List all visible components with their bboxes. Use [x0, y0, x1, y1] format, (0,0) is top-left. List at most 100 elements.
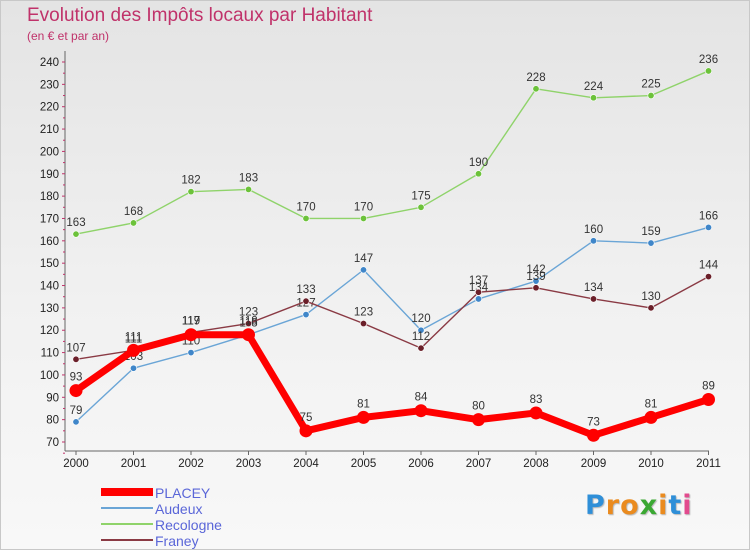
y-tick-label: 180: [40, 191, 59, 203]
data-point-recologne: [589, 94, 597, 102]
data-point-placey: [127, 343, 140, 357]
data-label-placey: 84: [415, 392, 428, 404]
y-tick-label: 110: [41, 348, 59, 360]
data-point-placey: [184, 328, 198, 342]
data-label-audeux: 159: [641, 226, 660, 238]
data-point-audeux: [647, 239, 655, 247]
data-label-recologne: 163: [66, 217, 85, 229]
data-point-audeux: [187, 349, 195, 357]
data-label-recologne: 175: [411, 190, 430, 202]
data-label-recologne: 182: [181, 175, 200, 187]
x-tick-label: 2004: [293, 458, 319, 470]
chart-subtitle: (en € et par an): [27, 29, 110, 43]
data-label-franey: 137: [469, 275, 488, 287]
y-tick-label: 220: [40, 102, 59, 114]
data-label-placey: 89: [702, 381, 715, 393]
data-point-audeux: [532, 277, 540, 285]
logo-letter: r: [605, 490, 621, 521]
data-label-recologne: 224: [584, 81, 604, 93]
data-point-audeux: [704, 223, 712, 231]
data-point-audeux: [589, 237, 597, 245]
data-label-placey: 83: [530, 394, 543, 406]
y-tick-label: 190: [40, 169, 59, 181]
y-tick-label: 120: [40, 325, 59, 337]
data-label-franey: 130: [641, 291, 660, 303]
data-point-franey: [72, 355, 80, 363]
data-point-audeux: [417, 326, 425, 334]
data-label-recologne: 168: [124, 206, 143, 218]
data-label-placey: 81: [357, 398, 370, 410]
data-point-placey: [644, 410, 658, 424]
logo-letter: i: [682, 490, 693, 521]
y-tick-label: 210: [40, 124, 59, 136]
x-tick-label: 2001: [121, 458, 147, 470]
y-tick-label: 150: [40, 258, 59, 270]
x-tick-label: 2008: [523, 458, 549, 470]
y-tick-label: 90: [46, 392, 59, 404]
data-point-recologne: [647, 92, 655, 100]
data-point-recologne: [474, 170, 482, 178]
data-label-audeux: 147: [354, 253, 373, 265]
data-label-franey: 133: [296, 284, 315, 296]
series-line-recologne: [75, 70, 710, 235]
data-point-franey: [589, 295, 597, 303]
data-label-placey: 93: [70, 372, 83, 384]
plot-area: [65, 51, 709, 451]
data-label-placey: 75: [300, 412, 313, 424]
data-label-placey: 118: [239, 316, 257, 328]
legend-label-recologne: Recologne: [155, 517, 222, 533]
data-point-audeux: [359, 266, 367, 274]
data-label-audeux: 79: [70, 405, 83, 417]
data-point-placey: [587, 428, 600, 442]
y-tick-label: 160: [40, 236, 59, 248]
data-label-franey: 111: [125, 333, 142, 345]
x-tick-label: 2010: [638, 458, 664, 470]
logo-letter: o: [620, 490, 640, 521]
data-point-recologne: [359, 214, 367, 222]
data-point-recologne: [704, 67, 712, 75]
data-point-recologne: [72, 230, 80, 238]
data-label-franey: 107: [66, 342, 85, 354]
data-label-franey: 123: [239, 307, 258, 319]
data-point-placey: [357, 410, 370, 424]
data-label-placey: 111: [125, 331, 142, 343]
y-tick-label: 80: [46, 415, 59, 427]
x-tick-label: 2000: [63, 458, 89, 470]
data-point-franey: [704, 273, 712, 281]
data-label-placey: 81: [645, 398, 658, 410]
data-label-franey: 119: [182, 315, 200, 327]
data-point-placey: [472, 413, 485, 427]
x-tick-label: 2002: [178, 458, 204, 470]
y-tick-label: 240: [40, 57, 59, 69]
x-tick-label: 2011: [696, 458, 721, 470]
data-label-franey: 139: [526, 271, 545, 283]
x-tick-label: 2009: [581, 458, 607, 470]
data-label-audeux: 120: [411, 313, 430, 325]
data-label-recologne: 170: [354, 201, 373, 213]
data-label-audeux: 134: [469, 282, 489, 294]
x-tick-label: 2005: [351, 458, 377, 470]
data-label-franey: 123: [354, 307, 373, 319]
data-label-franey: 112: [412, 331, 430, 343]
y-tick-label: 230: [40, 79, 59, 91]
data-point-franey: [359, 320, 367, 328]
data-point-franey: [647, 304, 655, 312]
y-tick-label: 70: [46, 437, 59, 449]
data-point-recologne: [245, 185, 253, 193]
data-label-placey: 73: [587, 416, 600, 428]
data-label-recologne: 170: [296, 201, 315, 213]
data-label-franey: 144: [699, 260, 719, 272]
series-line-placey: [72, 331, 712, 439]
data-label-recologne: 225: [641, 79, 660, 91]
x-tick-label: 2006: [408, 458, 434, 470]
data-label-audeux: 160: [584, 224, 603, 236]
data-label-audeux: 166: [699, 210, 718, 222]
x-tick-label: 2003: [236, 458, 262, 470]
data-point-placey: [414, 404, 428, 418]
data-point-franey: [302, 297, 310, 305]
legend-swatch-audeux: [101, 507, 153, 509]
legend-label-audeux: Audeux: [155, 501, 203, 517]
data-label-audeux: 142: [526, 264, 545, 276]
